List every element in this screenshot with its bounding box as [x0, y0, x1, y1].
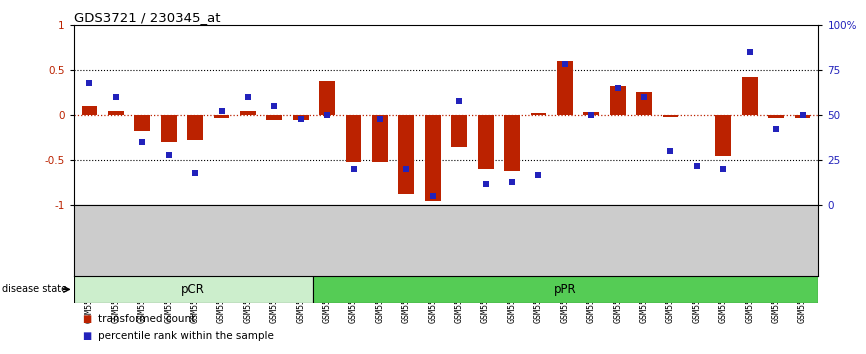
Point [743, 49, 757, 55]
Point [109, 94, 123, 100]
Point [637, 94, 651, 100]
Point [241, 94, 255, 100]
Bar [293, 115, 308, 120]
Point [716, 166, 730, 172]
Point [769, 127, 783, 132]
Point [585, 112, 598, 118]
Point [611, 85, 624, 91]
Bar [768, 115, 784, 118]
Bar [662, 115, 678, 117]
Bar [187, 115, 203, 140]
Bar [742, 77, 758, 115]
Bar [313, 276, 818, 303]
Bar [584, 112, 599, 115]
Point [532, 172, 546, 177]
Point [346, 166, 360, 172]
Point [268, 103, 281, 109]
Bar [557, 61, 572, 115]
Point [82, 80, 96, 85]
Point [796, 112, 810, 118]
Text: pCR: pCR [181, 283, 205, 296]
Bar [240, 110, 255, 115]
Point [215, 109, 229, 114]
Bar [161, 115, 177, 142]
Bar [74, 276, 313, 303]
Point [162, 152, 176, 158]
Point [373, 116, 387, 121]
Point [663, 148, 677, 154]
Text: GDS3721 / 230345_at: GDS3721 / 230345_at [74, 11, 220, 24]
Point [135, 139, 149, 145]
Point [452, 98, 466, 103]
Bar [320, 81, 335, 115]
Bar [715, 115, 731, 156]
Text: disease state: disease state [2, 284, 67, 295]
Bar [795, 115, 811, 118]
Text: ■: ■ [82, 314, 92, 324]
Text: percentile rank within the sample: percentile rank within the sample [98, 331, 274, 341]
Bar [81, 106, 97, 115]
Bar [478, 115, 494, 169]
Bar [637, 92, 652, 115]
Point [188, 170, 202, 176]
Point [426, 193, 440, 199]
Bar [108, 110, 124, 115]
Bar [267, 115, 282, 120]
Point [690, 163, 704, 169]
Point [294, 116, 307, 121]
Text: transformed count: transformed count [98, 314, 195, 324]
Text: ■: ■ [82, 331, 92, 341]
Bar [134, 115, 150, 131]
Bar [214, 115, 229, 118]
Bar [451, 115, 467, 147]
Point [320, 112, 334, 118]
Bar [372, 115, 388, 162]
Bar [610, 86, 625, 115]
Text: pPR: pPR [554, 283, 577, 296]
Point [558, 62, 572, 67]
Bar [425, 115, 441, 201]
Point [399, 166, 413, 172]
Bar [346, 115, 361, 162]
Point [479, 181, 493, 187]
Point [505, 179, 519, 185]
Bar [504, 115, 520, 171]
Bar [398, 115, 414, 194]
Bar [531, 113, 546, 115]
